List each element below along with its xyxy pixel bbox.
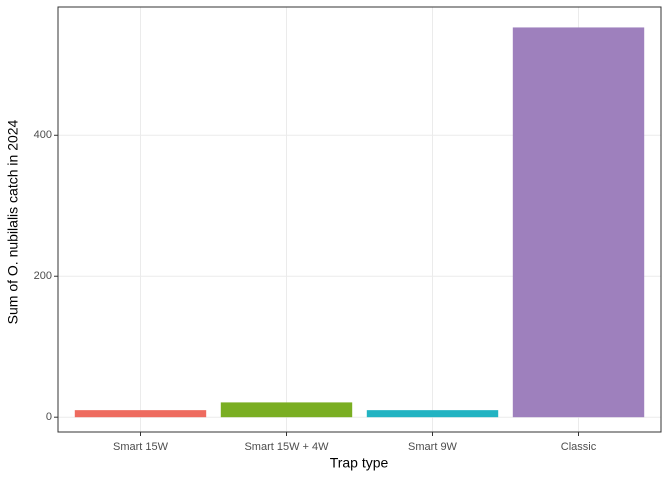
- y-tick-label: 0: [46, 411, 52, 423]
- bar: [366, 410, 499, 418]
- x-tick-label: Smart 9W: [408, 441, 458, 453]
- bar: [74, 410, 207, 418]
- y-tick-label: 400: [34, 129, 52, 141]
- x-tick-label: Smart 15W + 4W: [244, 441, 329, 453]
- x-axis-title: Trap type: [330, 455, 389, 471]
- y-tick-label: 200: [34, 270, 52, 282]
- bar: [220, 402, 353, 418]
- y-axis-title: Sum of O. nubilalis catch in 2024: [5, 119, 21, 324]
- x-tick-label: Classic: [561, 441, 597, 453]
- x-tick-label: Smart 15W: [113, 441, 169, 453]
- panel-border: [57, 6, 662, 433]
- bar: [512, 27, 645, 418]
